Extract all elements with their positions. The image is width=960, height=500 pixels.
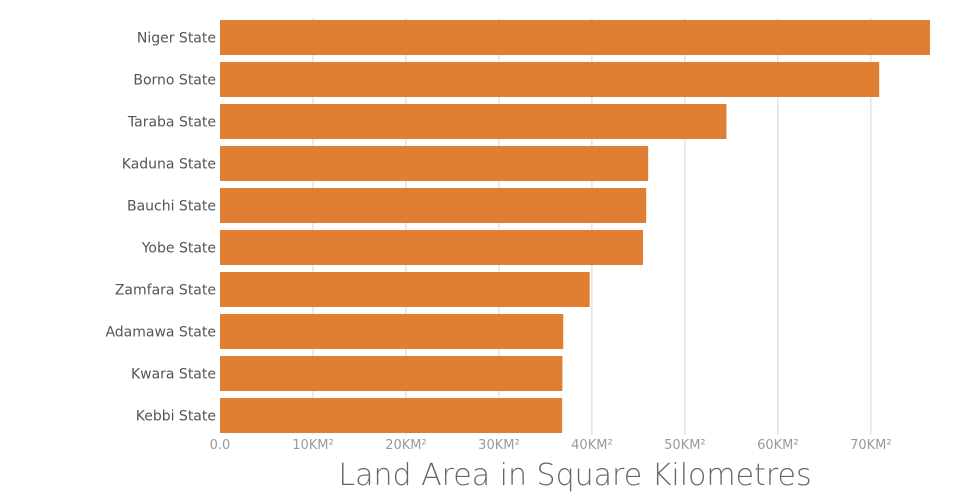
- category-label: Kaduna State: [122, 157, 216, 173]
- bar: [220, 230, 644, 265]
- bar: [220, 188, 647, 223]
- x-tick-label: 30KM²: [478, 438, 520, 453]
- category-label: Yobe State: [141, 241, 216, 257]
- bar: [220, 20, 930, 55]
- bar: [220, 356, 563, 391]
- category-label: Zamfara State: [115, 283, 216, 299]
- category-label: Taraba State: [127, 115, 216, 131]
- category-label: Kwara State: [131, 367, 216, 383]
- bar: [220, 398, 563, 433]
- bar: [220, 146, 649, 181]
- x-tick-label: 50KM²: [664, 438, 706, 453]
- x-tick-label: 60KM²: [757, 438, 799, 453]
- x-tick-label: 40KM²: [571, 438, 613, 453]
- bars: [220, 20, 930, 433]
- category-label: Borno State: [133, 73, 216, 89]
- x-tick-labels: 0.0 10KM² 20KM² 30KM² 40KM² 50KM² 60KM² 70KM²: [210, 438, 892, 453]
- x-tick-label: 0.0: [210, 438, 231, 453]
- x-tick-label: 10KM²: [292, 438, 334, 453]
- x-axis-title: Land Area in Square Kilometres: [338, 458, 811, 493]
- category-label: Kebbi State: [136, 409, 216, 425]
- category-label: Bauchi State: [127, 199, 216, 215]
- x-tick-label: 70KM²: [850, 438, 892, 453]
- category-label: Niger State: [137, 31, 216, 47]
- bar: [220, 62, 880, 97]
- category-labels: Niger State Borno State Taraba State Kaduna…: [105, 31, 216, 425]
- bar: [220, 272, 590, 307]
- bar: [220, 104, 727, 139]
- bar: [220, 314, 564, 349]
- category-label: Adamawa State: [105, 325, 216, 341]
- x-tick-label: 20KM²: [385, 438, 427, 453]
